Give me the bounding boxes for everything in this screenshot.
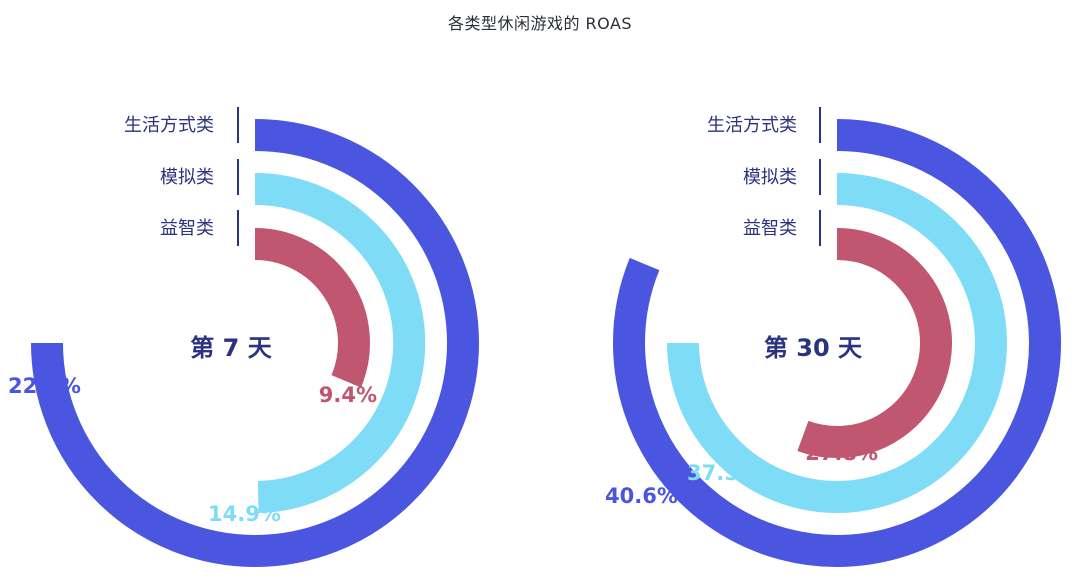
bar-模拟类	[667, 173, 1007, 513]
category-label: 益智类	[160, 218, 214, 239]
bar-生活方式类	[31, 119, 479, 567]
chart-day-7: 第 7 天 生活方式类 22.5% 模拟类 14.9% 益智类 9.4%	[8, 107, 479, 567]
category-label: 模拟类	[160, 167, 214, 188]
category-label: 生活方式类	[124, 115, 214, 136]
value-label: 22.5%	[8, 374, 81, 398]
chart-day-30: 第 30 天 生活方式类 40.6% 模拟类 37.5% 益智类 27.8%	[605, 107, 1061, 567]
bar-模拟类	[254, 173, 426, 513]
bar-益智类	[797, 228, 952, 458]
value-label: 27.8%	[805, 441, 878, 465]
bar-生活方式类	[613, 119, 1061, 567]
bar-益智类	[254, 228, 370, 388]
value-label: 37.5%	[687, 461, 760, 485]
category-label: 益智类	[743, 218, 797, 239]
chart-title: 各类型休闲游戏的 ROAS	[447, 14, 633, 33]
category-label: 模拟类	[743, 167, 797, 188]
value-label: 14.9%	[208, 502, 281, 526]
category-label: 生活方式类	[707, 115, 797, 136]
center-label-day-7: 第 7 天	[190, 334, 271, 362]
center-label-day-30: 第 30 天	[764, 334, 862, 362]
value-label: 40.6%	[605, 484, 678, 508]
value-label: 9.4%	[319, 383, 377, 407]
